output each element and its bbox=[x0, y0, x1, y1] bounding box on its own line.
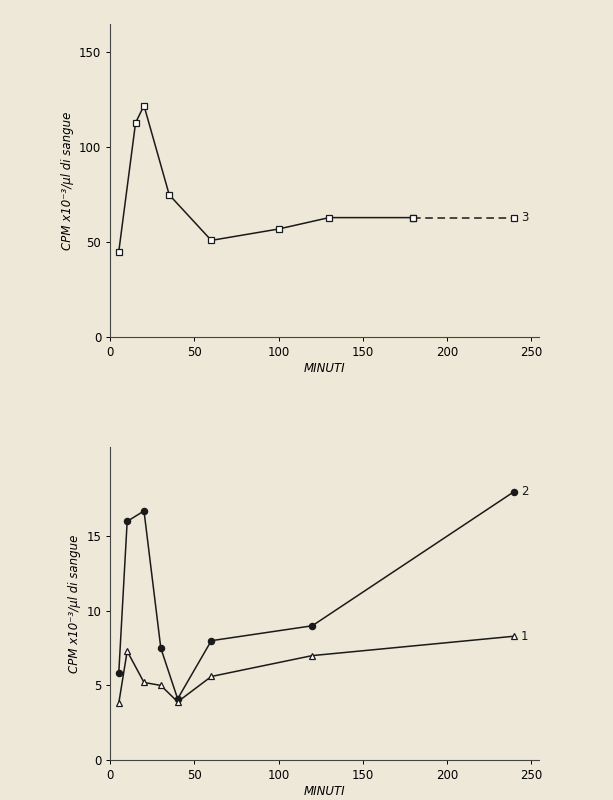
Y-axis label: CPM x10⁻³/μl di sangue: CPM x10⁻³/μl di sangue bbox=[68, 534, 81, 673]
Y-axis label: CPM x10⁻³/μl di sangue: CPM x10⁻³/μl di sangue bbox=[61, 111, 74, 250]
Text: 2: 2 bbox=[521, 485, 528, 498]
Text: 3: 3 bbox=[521, 211, 528, 224]
Text: 1: 1 bbox=[521, 630, 528, 642]
X-axis label: MINUTI: MINUTI bbox=[304, 362, 346, 375]
X-axis label: MINUTI: MINUTI bbox=[304, 785, 346, 798]
